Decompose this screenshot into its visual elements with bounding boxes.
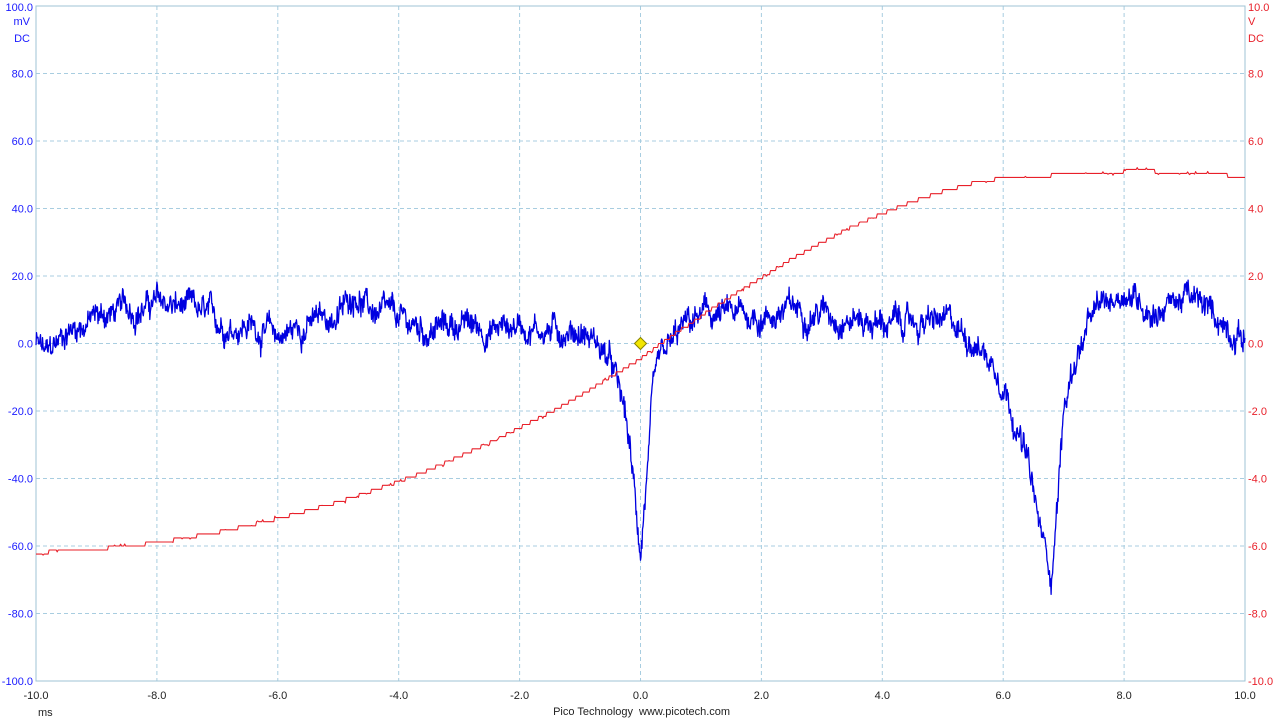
left-tick-label: 100.0 — [5, 2, 33, 14]
left-tick-label: -40.0 — [8, 474, 33, 486]
right-tick-label: 0.0 — [1248, 339, 1263, 351]
right-axis-ticks: 10.0 8.0 6.0 4.0 2.0 0.0 -2.0 -4.0 -6.0 -8.0 -10.0 — [1248, 2, 1273, 688]
x-tick-label: -6.0 — [268, 690, 287, 702]
left-tick-label: -100.0 — [2, 676, 33, 688]
left-tick-label: 40.0 — [12, 204, 33, 216]
left-tick-label: 60.0 — [12, 136, 33, 148]
x-tick-label: 10.0 — [1234, 690, 1255, 702]
right-tick-label: 2.0 — [1248, 271, 1263, 283]
left-tick-label: 80.0 — [12, 69, 33, 81]
series-line-mv — [35, 279, 1246, 595]
right-tick-label: -8.0 — [1248, 609, 1267, 621]
left-tick-label: 0.0 — [18, 339, 33, 351]
footer-brand: Pico Technology — [553, 706, 633, 718]
x-axis-unit: ms — [38, 707, 53, 719]
right-tick-label: 6.0 — [1248, 136, 1263, 148]
right-tick-label: -10.0 — [1248, 676, 1273, 688]
x-tick-label: -8.0 — [147, 690, 166, 702]
x-tick-label: 6.0 — [996, 690, 1011, 702]
left-tick-label: -20.0 — [8, 406, 33, 418]
left-axis-ticks: 100.0 80.0 60.0 40.0 20.0 0.0 -20.0 -40.0 -60.0 -… — [2, 2, 33, 688]
footer-url: www.picotech.com — [638, 706, 730, 718]
x-tick-label: 0.0 — [633, 690, 648, 702]
series-traces — [35, 167, 1246, 595]
left-tick-label: -80.0 — [8, 609, 33, 621]
right-tick-label: -6.0 — [1248, 541, 1267, 553]
left-tick-label: -60.0 — [8, 541, 33, 553]
right-tick-label: -2.0 — [1248, 406, 1267, 418]
right-tick-label: -4.0 — [1248, 474, 1267, 486]
x-tick-label: -10.0 — [23, 690, 48, 702]
left-tick-label: 20.0 — [12, 271, 33, 283]
x-tick-label: 8.0 — [1116, 690, 1131, 702]
right-axis-coupling: DC — [1248, 33, 1264, 45]
right-tick-label: 4.0 — [1248, 204, 1263, 216]
left-axis-unit: mV — [14, 16, 31, 28]
x-tick-label: -4.0 — [389, 690, 408, 702]
x-tick-label: -2.0 — [510, 690, 529, 702]
x-axis-ticks: -10.0 -8.0 -6.0 -4.0 -2.0 0.0 2.0 4.0 6.0 8.0 10.0 — [23, 690, 1255, 702]
x-tick-label: 4.0 — [875, 690, 890, 702]
right-tick-label: 10.0 — [1248, 2, 1269, 14]
right-tick-label: 8.0 — [1248, 69, 1263, 81]
x-tick-label: 2.0 — [754, 690, 769, 702]
trigger-marker[interactable] — [633, 336, 648, 351]
right-axis-unit: V — [1248, 16, 1256, 28]
left-axis-coupling: DC — [14, 33, 30, 45]
series-line-v — [36, 167, 1245, 556]
